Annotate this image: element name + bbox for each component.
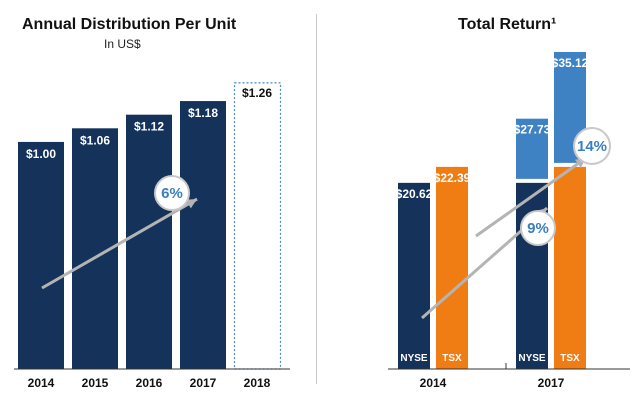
bar-value-label-2014-NYSE: $20.62: [396, 187, 433, 201]
bar-2018-projected: [233, 82, 282, 370]
bar-value-label-2015: $1.06: [80, 133, 110, 147]
growth-arrow: [41, 197, 198, 290]
distribution-chart-subtitle: In US$: [104, 37, 141, 51]
x-tick-2014: 2014: [420, 376, 447, 390]
distribution-chart-panel: Annual Distribution Per Unit In US$ $1.0…: [0, 0, 310, 401]
bar-2017: [180, 101, 226, 369]
growth-pill-nyse: [520, 210, 556, 246]
bar-2017-TSX: [554, 166, 586, 369]
growth-pill-tsx: [573, 127, 611, 165]
total-return-chart-panel: Total Return¹ $20.62 NYSE $22.39 TSX 2014 NYS…: [330, 0, 640, 401]
x-tick-2017: 2017: [538, 376, 565, 390]
distribution-chart-title: Annual Distribution Per Unit: [22, 16, 237, 33]
growth-pill-label: 6%: [161, 185, 183, 202]
total-return-chart-title: Total Return¹: [458, 16, 557, 33]
bar-2014-TSX: [436, 166, 468, 369]
panel-divider: [316, 14, 317, 384]
bar-value-label-2014-TSX: $22.39: [434, 171, 471, 185]
growth-arrow-head: [185, 199, 197, 209]
bar-series-label-2014-NYSE: NYSE: [400, 353, 428, 364]
growth-pill-tsx-label: 14%: [577, 138, 607, 155]
bar-series-label-2017-TSX: TSX: [560, 353, 580, 364]
bar-2017-NYSE-total-return-increment: [516, 118, 548, 179]
bar-2016: [126, 114, 172, 370]
growth-pill: [154, 175, 190, 212]
bar-total-return-label-TSX: $35.12: [552, 56, 589, 70]
x-tick-2015: 2015: [82, 376, 109, 390]
distribution-chart-plot: $1.00 2014 $1.06 2015 $1.12 2016 $1.18 2017 $1.2…: [14, 82, 290, 390]
bar-total-return-label-NYSE: $27.73: [514, 123, 551, 137]
bar-value-label-2014: $1.00: [26, 147, 56, 161]
x-tick-2018: 2018: [244, 376, 271, 390]
bar-value-label-2018: $1.26: [242, 86, 272, 100]
bar-value-label-2017: $1.18: [188, 106, 218, 120]
total-return-chart-plot: $20.62 NYSE $22.39 TSX 2014 NYSE $27.73 TSX $35.…: [388, 51, 630, 390]
bar-2014-NYSE: [398, 182, 430, 369]
bar-series-label-2017-NYSE: NYSE: [518, 353, 546, 364]
bar-series-label-2014-TSX: TSX: [442, 353, 462, 364]
bar-2014: [18, 141, 64, 369]
x-tick-2016: 2016: [136, 376, 163, 390]
bar-value-label-2016: $1.12: [134, 120, 164, 134]
x-tick-2017: 2017: [190, 376, 217, 390]
growth-pill-nyse-label: 9%: [527, 220, 549, 237]
growth-arrow-tsx: [475, 156, 587, 238]
x-tick-2014: 2014: [28, 376, 55, 390]
